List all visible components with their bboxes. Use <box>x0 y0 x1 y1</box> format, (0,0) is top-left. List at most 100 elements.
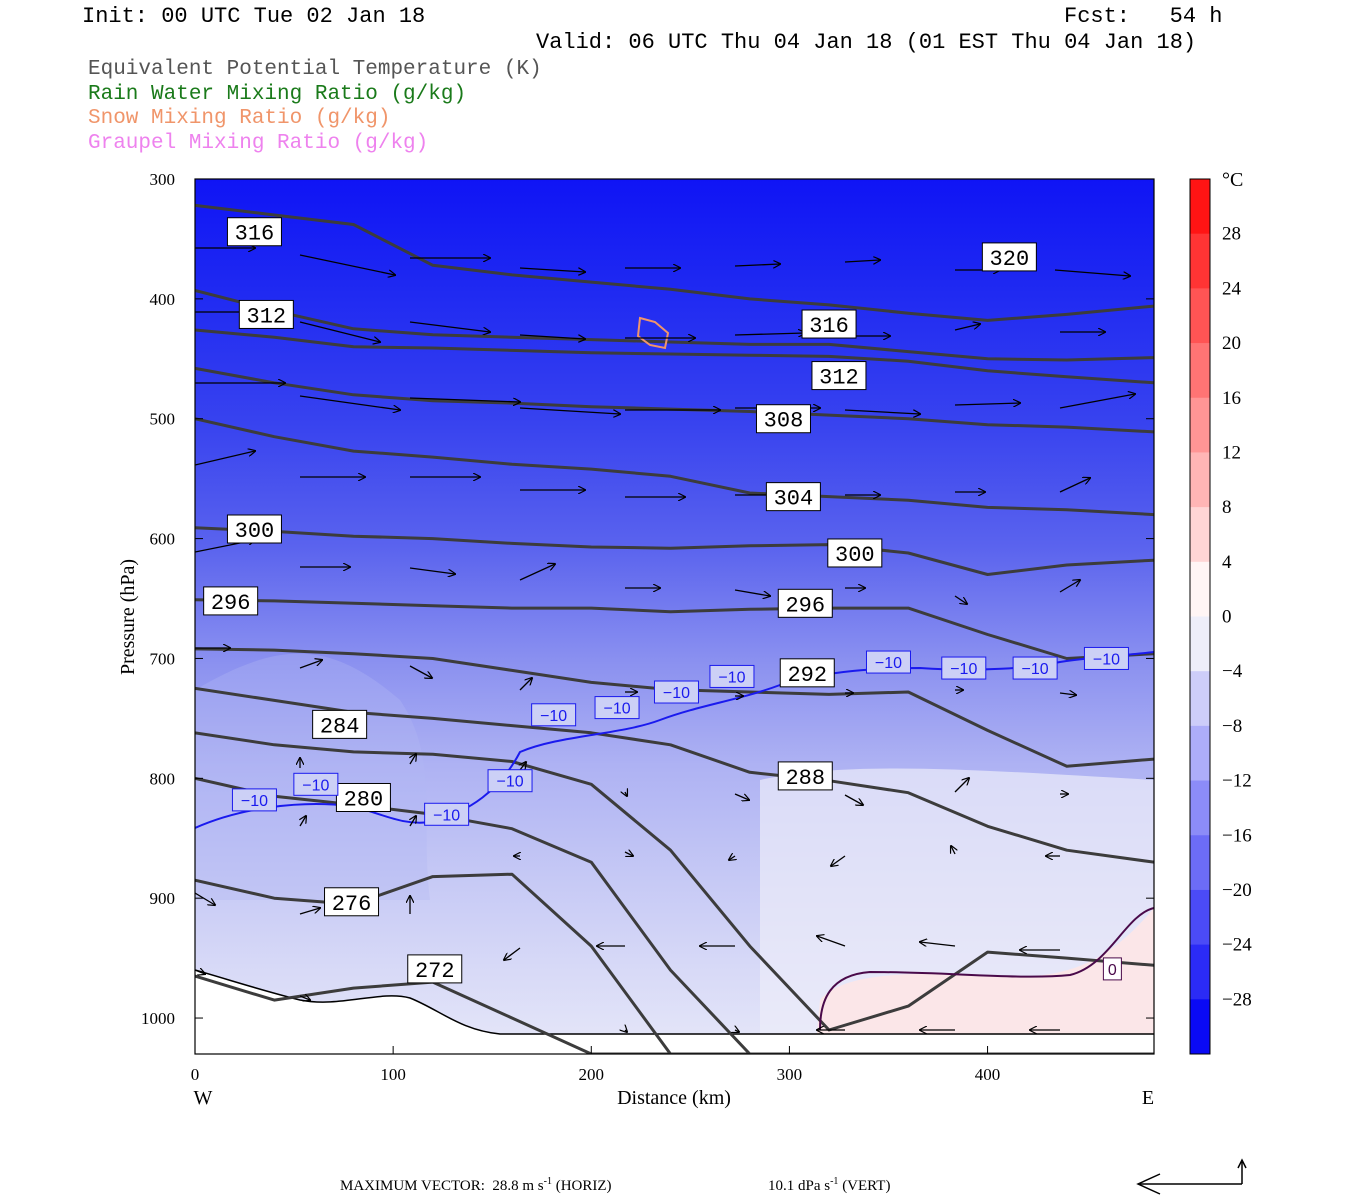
wind-vector <box>831 855 846 866</box>
wind-vector <box>504 947 521 960</box>
temperature-label-box <box>424 802 470 826</box>
wind-vector <box>734 333 805 335</box>
temperature-label-box <box>1083 646 1129 670</box>
init-label: Init: 00 UTC Tue 02 Jan 18 <box>82 4 426 29</box>
temperature-label: −10 <box>950 661 977 678</box>
colorbar-tick-label: 12 <box>1222 442 1241 463</box>
temperature-label: −10 <box>875 655 902 672</box>
colorbar-tick-label: −16 <box>1222 825 1252 846</box>
x-tick-label: 100 <box>380 1065 406 1084</box>
theta-e-label: 320 <box>990 247 1030 272</box>
theta-e-contour-line <box>195 417 1154 517</box>
temperature-label-box <box>487 769 533 793</box>
theta-e-label-box <box>765 482 821 512</box>
temperature-label-box <box>941 656 987 680</box>
theta-e-label-box <box>755 404 811 434</box>
colorbar-segment <box>1190 999 1210 1055</box>
colorbar-tick-label: −20 <box>1222 880 1252 901</box>
temperature-label: −10 <box>241 793 268 810</box>
colorbar: 28 24 20 16 12 8 4 0 −4 −8 −12 −16 −20 −24 −28 <box>1189 178 1252 1055</box>
y-axis-label: Pressure (hPa) <box>117 559 139 675</box>
wind-vector <box>300 816 306 827</box>
wind-vector <box>299 321 380 342</box>
x-tick-label: 400 <box>975 1065 1001 1084</box>
wind-vector <box>409 665 432 678</box>
wind-vector <box>734 589 770 596</box>
max-vector-vert-caption: 10.1 dPa s-1 (VERT) <box>768 1176 890 1195</box>
theta-e-label-box <box>801 309 857 339</box>
theta-e-label-box <box>335 782 391 812</box>
colorbar-segment <box>1190 780 1210 836</box>
colorbar-tick-label: 8 <box>1222 497 1232 518</box>
wind-vector <box>519 678 532 691</box>
theta-e-label: 276 <box>332 892 372 917</box>
y-axis: 300 400 500 600 700 800 900 1000 <box>141 170 1154 1028</box>
temperature-label-box <box>709 664 755 688</box>
wind-vector <box>299 996 310 1000</box>
theta-e-label-box <box>811 361 867 391</box>
theta-e-label: 288 <box>785 766 825 791</box>
theta-e-label-box <box>226 217 282 247</box>
wind-vector <box>409 397 520 402</box>
theta-e-label: 308 <box>764 409 804 434</box>
temperature-label-box <box>231 788 277 812</box>
wind-vector <box>299 908 320 915</box>
colorbar-tick-label: −12 <box>1222 771 1252 792</box>
theta-e-label: 296 <box>211 591 251 616</box>
temperature-label: −10 <box>433 807 460 824</box>
wind-vector <box>195 451 255 466</box>
theta-e-label-box <box>777 761 833 791</box>
x-axis-label: Distance (km) <box>617 1087 731 1109</box>
theta-e-label-box <box>226 514 282 544</box>
theta-e-contour-line <box>195 974 1154 1054</box>
temperature-fill-warm-pocket <box>815 908 1154 1054</box>
colorbar-segment <box>1190 397 1210 453</box>
colorbar-segment <box>1190 671 1210 727</box>
wind-vector <box>920 942 956 946</box>
y-tick-label: 800 <box>150 769 176 788</box>
temperature-label: −10 <box>1022 661 1049 678</box>
colorbar-segment <box>1190 288 1210 344</box>
legend-snow: Snow Mixing Ratio (g/kg) <box>88 107 391 130</box>
y-tick-label: 500 <box>150 410 176 429</box>
temperature-label-box <box>531 703 577 727</box>
x-tick-label: 300 <box>777 1065 803 1084</box>
temperature-label-box <box>1102 957 1122 981</box>
theta-e-label: 296 <box>785 593 825 618</box>
temperature-label: −10 <box>603 701 630 718</box>
wind-vector <box>1054 269 1130 276</box>
colorbar-tick-label: 20 <box>1222 333 1241 354</box>
theta-e-contour-line <box>195 366 1154 434</box>
wind-vector <box>410 754 416 765</box>
wind-vector <box>195 892 215 905</box>
x-tick-label: 0 <box>191 1065 200 1084</box>
theta-e-label: 316 <box>809 314 849 339</box>
colorbar-tick-label: −8 <box>1222 716 1242 737</box>
theta-e-label: 300 <box>835 543 875 568</box>
temperature-labels: −10 −10 −10 −10 −10 −10 −10 −10 −10 −10 −10 −10 0 <box>231 646 1129 981</box>
colorbar-segment <box>1190 944 1210 1000</box>
y-tick-label: 400 <box>150 290 176 309</box>
wind-vector <box>734 793 749 800</box>
theta-e-label-box <box>407 954 463 984</box>
theta-e-label-box <box>779 658 835 688</box>
colorbar-segment <box>1190 616 1210 672</box>
colorbar-segment <box>1190 179 1210 235</box>
temperature-label: 0 <box>1108 962 1117 979</box>
theta-e-contour-line <box>195 289 1154 362</box>
max-vector-caption: MAXIMUM VECTOR: 28.8 m s-1 (HORIZ) <box>340 1176 612 1195</box>
valid-time-label: Valid: 06 UTC Thu 04 Jan 18 (01 EST Thu … <box>536 30 1197 55</box>
theta-e-label: 292 <box>787 663 827 688</box>
theta-e-contour-line <box>195 598 1154 660</box>
theta-e-label-box <box>238 299 294 329</box>
wind-vectors <box>195 248 1135 1032</box>
wind-vector <box>844 794 863 805</box>
wind-vector <box>409 321 490 332</box>
theta-e-contour-line <box>195 731 1154 1032</box>
colorbar-segment <box>1190 561 1210 617</box>
wind-vector <box>519 334 585 339</box>
colorbar-tick-label: −28 <box>1222 989 1252 1010</box>
theta-e-label: 312 <box>819 366 859 391</box>
theta-e-label-box <box>981 242 1037 272</box>
